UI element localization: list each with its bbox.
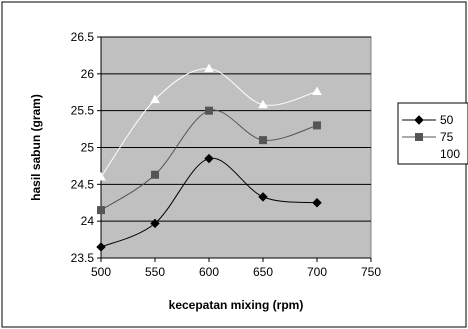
- data-point: [258, 99, 268, 109]
- x-axis-title: kecepatan mixing (rpm): [169, 298, 304, 312]
- legend-item-75: 75: [402, 130, 454, 144]
- series-layer: [96, 63, 322, 252]
- legend-label: 100: [440, 147, 460, 161]
- tick-labels: 23.5 24 24.5 25 25.5 26 26.5 500 550 600 650 700 750: [71, 30, 382, 279]
- y-tick-label: 25.5: [71, 104, 95, 118]
- data-point: [150, 218, 160, 229]
- data-point: [151, 170, 159, 179]
- y-tick-label: 24: [81, 214, 95, 228]
- data-point: [97, 206, 105, 215]
- legend-marker: [414, 148, 424, 158]
- data-point: [204, 63, 214, 73]
- legend-item-100: 100: [402, 147, 460, 161]
- legend-marker: [414, 115, 424, 125]
- y-tick-label: 26.5: [71, 30, 95, 44]
- data-point: [150, 94, 160, 104]
- data-point: [313, 121, 321, 130]
- legend: 50 75 100: [397, 102, 468, 165]
- legend-item-50: 50: [402, 113, 454, 127]
- data-point: [312, 86, 322, 96]
- axes: [97, 36, 372, 262]
- x-tick-label: 550: [145, 265, 165, 279]
- data-point: [205, 106, 213, 115]
- y-tick-label: 26: [81, 67, 95, 81]
- x-tick-label: 750: [361, 265, 381, 279]
- data-point: [204, 153, 214, 164]
- y-tick-label: 24.5: [71, 177, 95, 191]
- y-axis-title: hasil sabun (gram): [29, 94, 43, 201]
- legend-label: 50: [440, 113, 454, 127]
- series-75: [97, 106, 321, 215]
- data-point: [312, 198, 322, 208]
- data-point: [258, 192, 268, 202]
- x-tick-label: 650: [253, 265, 273, 279]
- legend-marker: [415, 133, 423, 141]
- x-tick-label: 500: [91, 265, 111, 279]
- y-tick-label: 25: [81, 141, 95, 155]
- legend-label: 75: [440, 130, 454, 144]
- y-tick-label: 23.5: [71, 251, 95, 265]
- data-point: [259, 136, 267, 145]
- x-tick-label: 600: [199, 265, 219, 279]
- series-100: [96, 63, 322, 181]
- data-point: [96, 171, 106, 181]
- data-point: [96, 242, 106, 252]
- x-tick-label: 700: [307, 265, 327, 279]
- series-50: [96, 153, 322, 252]
